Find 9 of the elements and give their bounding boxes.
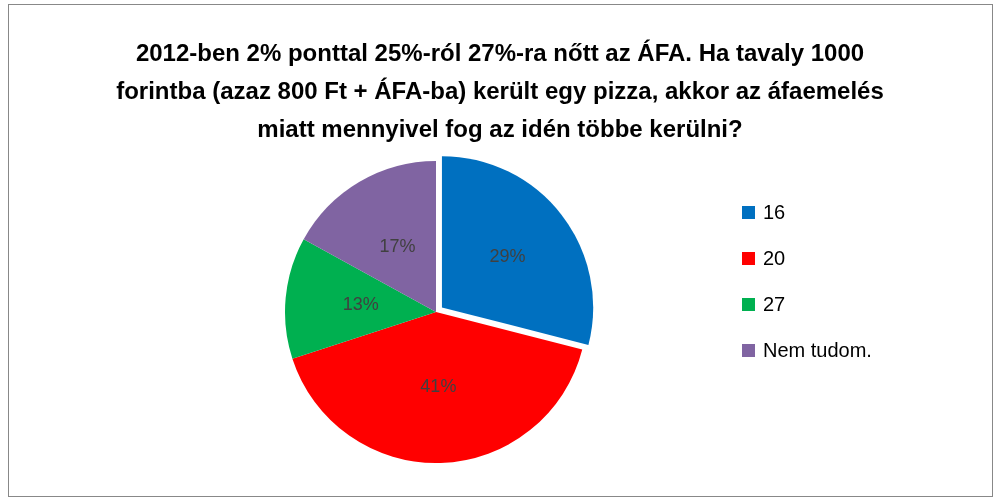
data-label: 29% — [489, 245, 526, 266]
data-label: 41% — [420, 376, 457, 397]
data-label: 13% — [342, 293, 379, 314]
legend-label: 20 — [763, 246, 786, 270]
legend-label: 16 — [763, 200, 786, 224]
data-label: 17% — [379, 235, 416, 256]
legend-label: 27 — [763, 292, 786, 316]
chart-title: 2012-ben 2% ponttal 25%-ról 27%-ra nőtt az ÁFA. Ha tavaly 1000 forintba (azaz 800 Ft + ÁFA-ba) került egy pizza, akkor az áfaemelés miatt mennyivel fog az idén többe kerülni? — [115, 38, 885, 144]
legend-label: Nem tudom. — [763, 338, 872, 362]
